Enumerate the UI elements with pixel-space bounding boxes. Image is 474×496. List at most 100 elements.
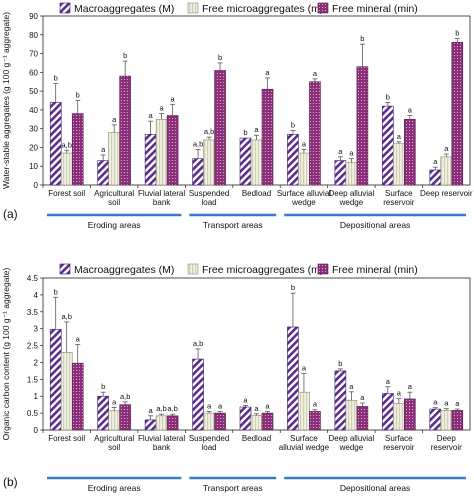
- bar: [382, 393, 394, 431]
- significance-letter: a: [218, 401, 223, 410]
- y-tick-label: 4.5: [27, 274, 39, 283]
- significance-letter: b: [218, 53, 222, 62]
- bar: [203, 139, 215, 186]
- bar: [404, 118, 416, 186]
- category-label: Deep reservoir: [420, 189, 473, 198]
- bar: [71, 362, 84, 431]
- significance-letter: a: [444, 399, 449, 408]
- group-label: Depositional areas: [340, 483, 410, 493]
- significance-letter: a: [265, 401, 270, 410]
- bar: [166, 115, 179, 186]
- bar: [404, 398, 416, 431]
- significance-letter: a: [360, 393, 365, 402]
- significance-letter: a: [160, 104, 165, 113]
- legend-label: Free mineral (min): [332, 264, 418, 276]
- panel-label: (a): [3, 207, 18, 221]
- y-tick-label: 50: [29, 87, 38, 96]
- significance-letter: a: [433, 398, 438, 407]
- category-label: Surface: [385, 434, 413, 443]
- legend-swatch: [317, 263, 329, 275]
- significance-letter: b: [455, 29, 459, 38]
- significance-letter: a: [433, 157, 438, 166]
- bar: [144, 134, 157, 186]
- significance-letter: a: [112, 397, 117, 406]
- legend-label: Free mineral (min): [332, 3, 418, 15]
- y-axis-label: Organic carbon content (g 100 g⁻¹ aggreg…: [1, 267, 11, 440]
- category-label: bank: [153, 198, 171, 207]
- group-label: Eroding areas: [88, 220, 141, 230]
- significance-letter: a: [313, 400, 318, 409]
- category-label: reservoir: [431, 443, 462, 452]
- significance-letter: a,b: [167, 404, 177, 413]
- significance-letter: a: [338, 147, 343, 156]
- bar: [334, 370, 347, 431]
- significance-letter: a,b: [62, 312, 72, 321]
- bar: [356, 406, 369, 431]
- legend-label: Free microaggregates (m): [202, 3, 323, 15]
- category-label: Deep alluvial: [328, 189, 374, 198]
- bar: [451, 410, 464, 431]
- legend-panel-a: Macroaggregates (M) Free microaggregates …: [59, 2, 418, 15]
- bar: [97, 160, 109, 186]
- category-label: bank: [153, 443, 171, 452]
- category-label: Deep alluvial: [328, 434, 374, 443]
- legend-swatch: [59, 2, 71, 14]
- bar: [345, 399, 358, 431]
- significance-letter: a,b: [204, 127, 214, 136]
- category-label: Forest soil: [48, 434, 85, 443]
- y-tick-label: 60: [29, 68, 38, 77]
- y-tick-label: 90: [29, 12, 38, 21]
- significance-letter: a: [455, 399, 460, 408]
- significance-letter: b: [76, 91, 80, 100]
- category-label: Fluvial lateral: [138, 189, 185, 198]
- significance-letter: a: [243, 395, 248, 404]
- significance-letter: b: [291, 283, 295, 292]
- group-label: Eroding areas: [88, 483, 141, 493]
- bar: [60, 152, 73, 186]
- group-label: Transport areas: [203, 483, 263, 493]
- legend-label: Macroaggregates (M): [74, 264, 174, 276]
- bar: [192, 358, 204, 431]
- category-label: Bedload: [242, 434, 271, 443]
- bar: [334, 160, 347, 186]
- legend-swatch: [187, 263, 199, 275]
- category-label: Agricultural: [94, 189, 134, 198]
- bar: [203, 412, 215, 431]
- category-label: Deep: [437, 434, 457, 443]
- legend-swatch: [59, 263, 71, 275]
- category-label: wedge: [339, 198, 364, 207]
- legend-swatch: [317, 2, 329, 14]
- significance-letter: a: [313, 69, 318, 78]
- y-tick-label: 10: [29, 162, 38, 171]
- significance-letter: b: [243, 128, 247, 137]
- significance-letter: a: [302, 364, 307, 373]
- bar: [393, 403, 405, 431]
- bar: [309, 81, 321, 186]
- bar: [261, 88, 274, 186]
- bar: [166, 415, 179, 431]
- bar: [250, 415, 263, 431]
- y-tick-label: 1.5: [27, 375, 39, 384]
- significance-letter: a: [397, 389, 402, 398]
- legend-label: Free microaggregates (m): [202, 264, 323, 276]
- bar: [155, 118, 168, 186]
- significance-letter: b: [123, 51, 127, 60]
- category-label: Surface alluvial: [277, 189, 331, 198]
- bar: [309, 411, 321, 431]
- category-label: Forest soil: [48, 189, 85, 198]
- y-tick-label: 4: [34, 291, 39, 300]
- significance-letter: a,b: [193, 339, 203, 348]
- significance-letter: a: [349, 382, 354, 391]
- bar: [356, 66, 369, 186]
- panel-label: (b): [3, 475, 18, 489]
- category-label: reservoir: [383, 198, 414, 207]
- significance-letter: a: [171, 94, 176, 103]
- bar: [451, 41, 464, 186]
- y-tick-label: 70: [29, 50, 38, 59]
- bar: [49, 102, 62, 186]
- category-label: Agricultural: [94, 434, 134, 443]
- legend-panel-b: Macroaggregates (M) Free microaggregates …: [59, 263, 418, 276]
- y-axis-label: Water-stable aggregates (g 100 g⁻¹ aggre…: [1, 12, 11, 189]
- significance-letter: a,b: [120, 392, 130, 401]
